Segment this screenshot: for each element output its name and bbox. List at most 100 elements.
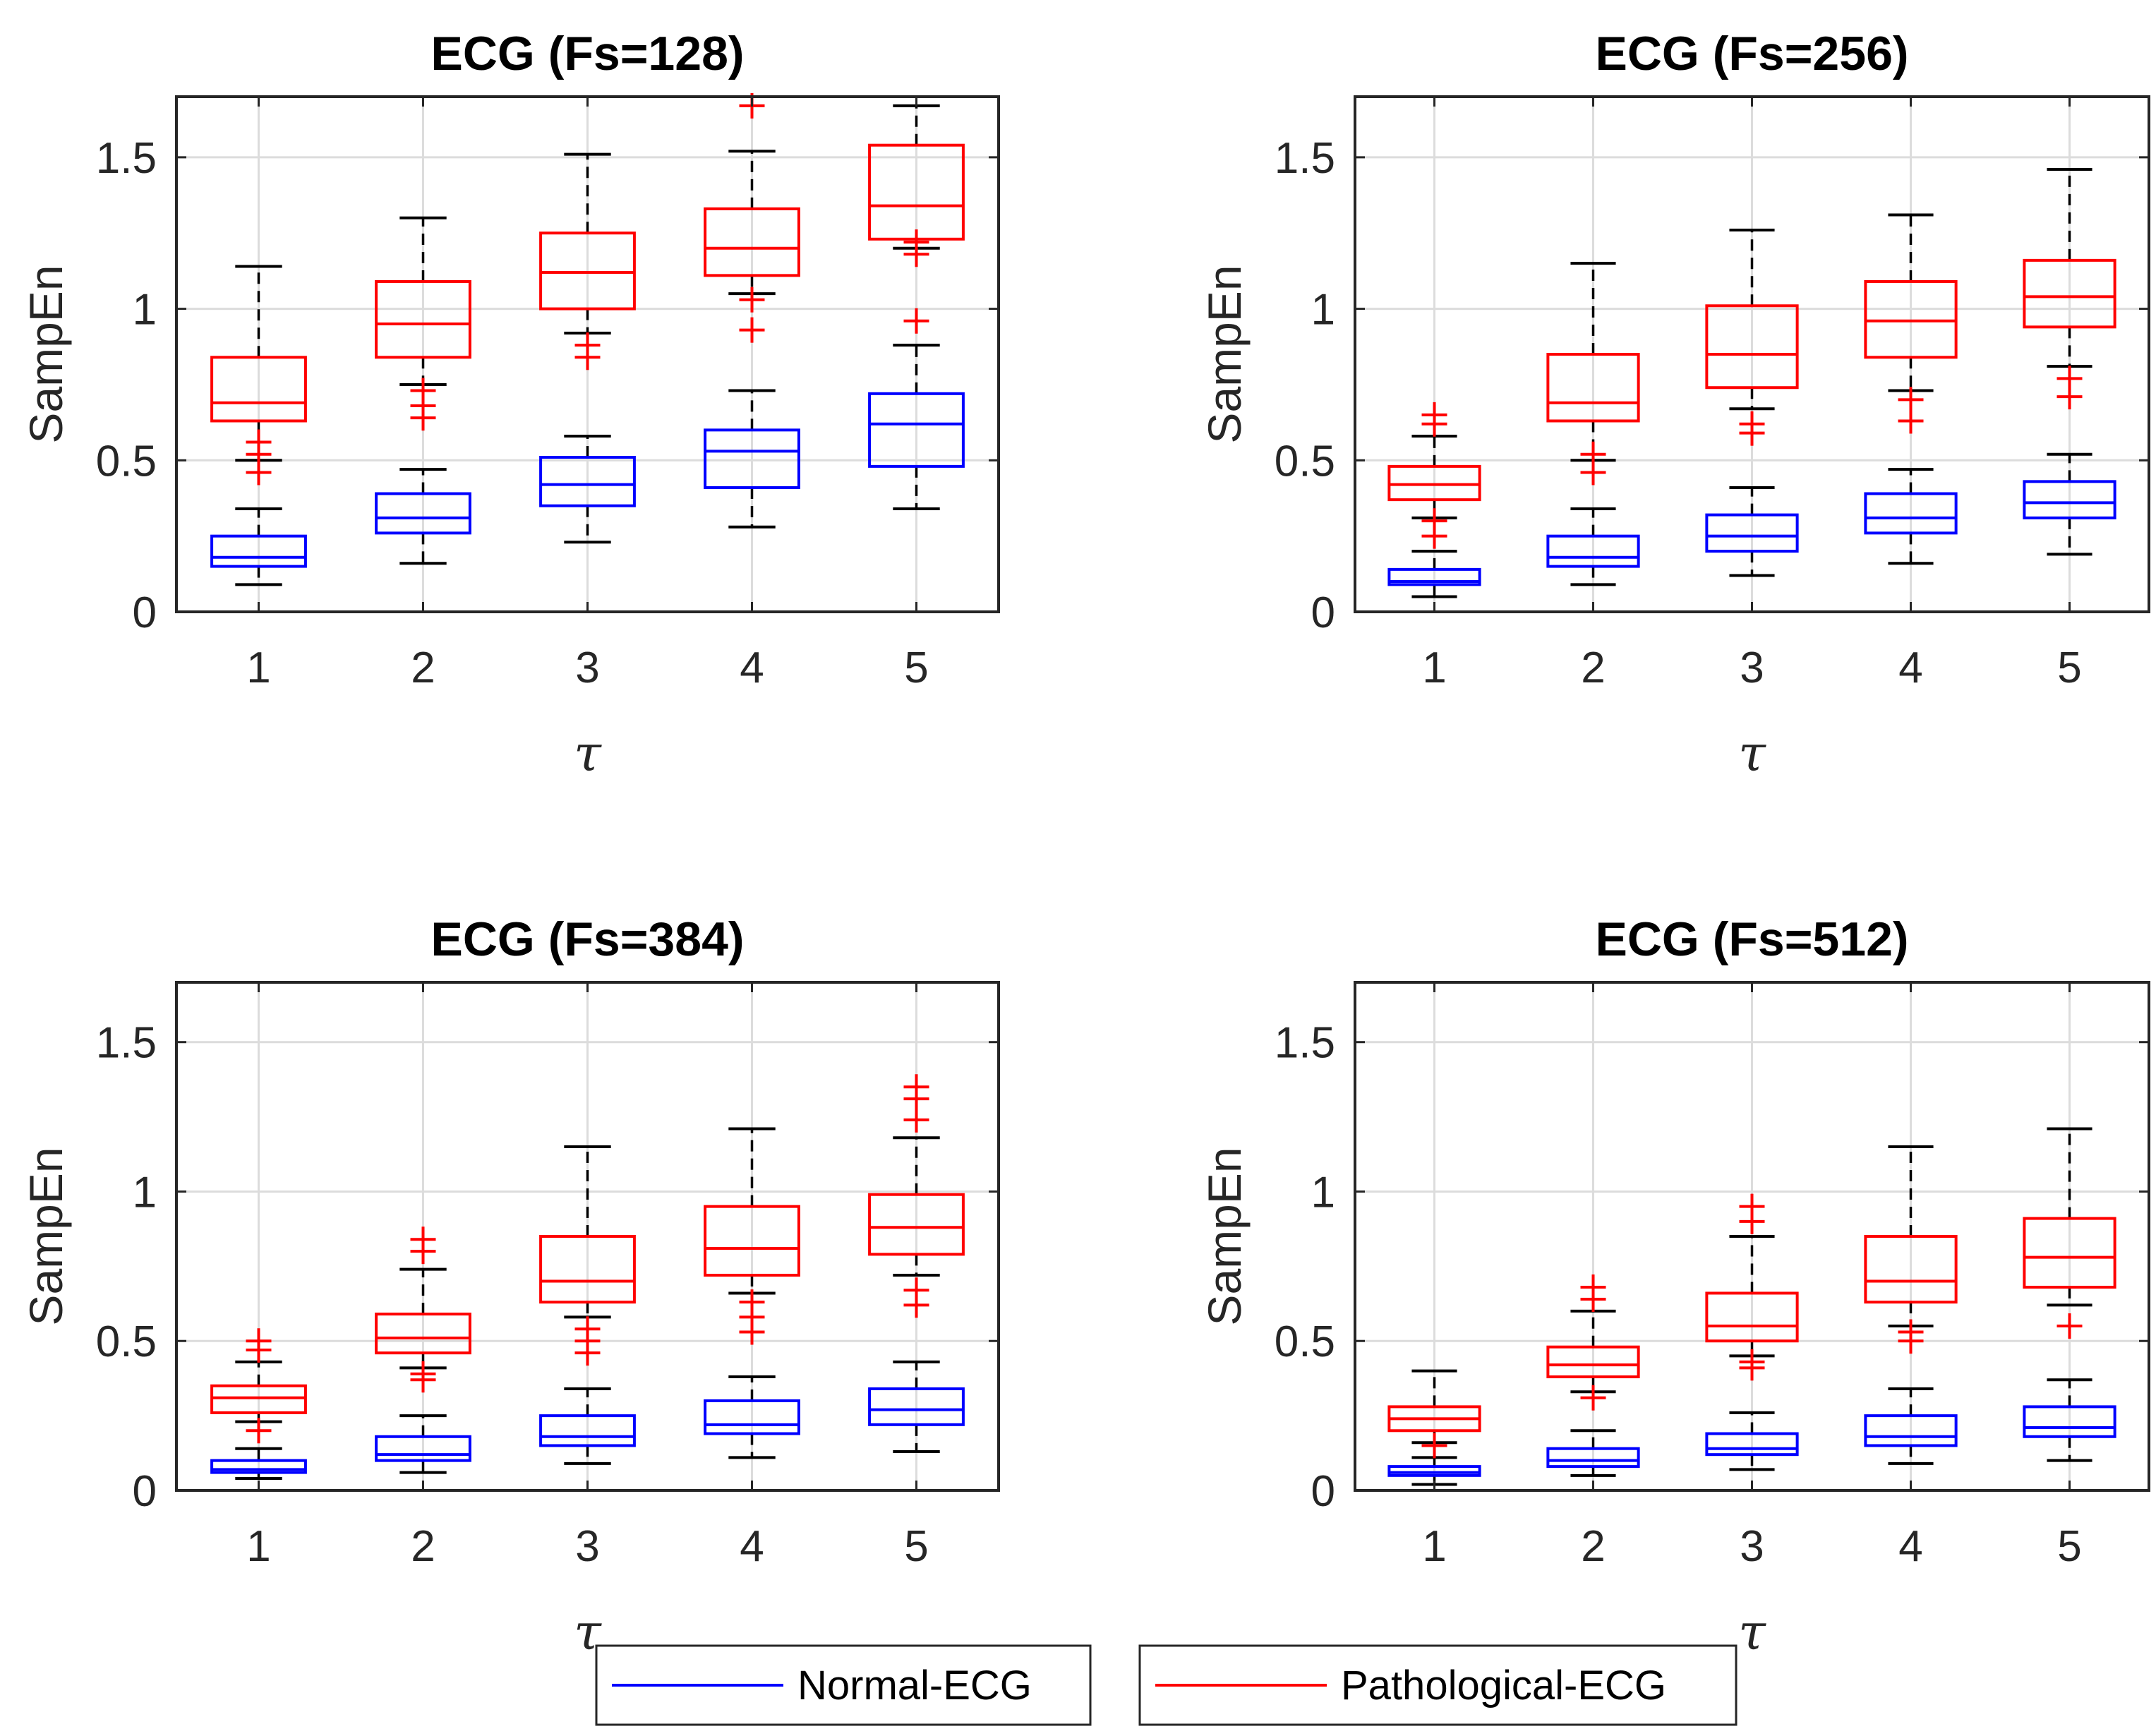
y-tick-label: 0.5 (1275, 1318, 1335, 1366)
outlier-marker (1739, 411, 1765, 437)
iqr-box (1864, 1414, 1958, 1447)
outlier-marker (903, 1277, 929, 1303)
outlier-marker (903, 229, 929, 255)
outlier-marker (1580, 441, 1606, 467)
outlier-marker (739, 1289, 765, 1315)
iqr-box (1546, 353, 1640, 423)
chart-title: ECG (Fs=384) (430, 912, 744, 966)
iqr-box (375, 492, 471, 535)
outlier-marker (410, 1361, 436, 1387)
x-tick-label: 5 (2057, 1522, 2081, 1571)
normal-box-4 (1864, 468, 1958, 565)
iqr-box (375, 1435, 471, 1462)
iqr-box (1705, 304, 1799, 390)
y-tick-label: 1 (1311, 286, 1335, 334)
iqr-box (1387, 567, 1481, 586)
iqr-box (539, 1235, 636, 1304)
y-tick-label: 0.5 (96, 1318, 157, 1366)
normal-box-5 (868, 1360, 965, 1453)
pathological-box-1 (210, 1328, 307, 1444)
iqr-box (1387, 464, 1481, 502)
iqr-box (2023, 480, 2116, 519)
x-tick-label: 3 (575, 1522, 599, 1571)
normal-box-3 (539, 434, 636, 544)
iqr-box (1705, 1291, 1799, 1343)
normal-box-4 (704, 1375, 800, 1459)
pathological-box-4 (1864, 1145, 1958, 1354)
iqr-box (539, 456, 636, 507)
outlier-marker (246, 1328, 272, 1354)
x-tick-label: 4 (740, 644, 764, 692)
normal-box-1 (210, 1447, 307, 1481)
y-tick-label: 1.5 (96, 134, 157, 183)
x-axis-label: τ (1738, 725, 1766, 783)
y-tick-label: 1 (133, 286, 157, 334)
pathological-box-3 (539, 152, 636, 370)
legend-normal: Normal-ECG (595, 1644, 1092, 1726)
iqr-box (210, 1459, 307, 1474)
normal-box-1 (210, 507, 307, 586)
pathological-box-3 (1705, 1193, 1799, 1381)
pathological-box-1 (1387, 1369, 1481, 1459)
normal-box-2 (1546, 1429, 1640, 1477)
x-tick-label: 5 (904, 644, 928, 692)
x-tick-label: 3 (575, 644, 599, 692)
outlier-marker (1898, 387, 1924, 413)
pathological-box-5 (868, 1074, 965, 1318)
outlier-marker (903, 1074, 929, 1100)
iqr-box (1546, 534, 1640, 568)
y-tick-label: 0 (1311, 589, 1335, 637)
iqr-box (2023, 1405, 2116, 1438)
y-axis-label: SampEn (1198, 265, 1251, 443)
y-tick-label: 1.5 (1275, 1019, 1335, 1068)
iqr-box (1864, 1235, 1958, 1304)
pathological-box-2 (375, 1226, 471, 1393)
y-tick-label: 0 (1311, 1467, 1335, 1516)
iqr-box (1705, 513, 1799, 553)
x-tick-label: 1 (246, 644, 270, 692)
x-tick-label: 4 (740, 1522, 764, 1571)
pathological-box-5 (2023, 1127, 2116, 1339)
normal-box-3 (1705, 486, 1799, 577)
x-tick-label: 1 (246, 1522, 270, 1571)
outlier-marker (1739, 1193, 1765, 1219)
chart-title: ECG (Fs=512) (1595, 912, 1908, 966)
iqr-box (704, 1399, 800, 1435)
y-tick-label: 1 (133, 1168, 157, 1217)
outlier-marker (2056, 366, 2083, 392)
outlier-marker (246, 1418, 272, 1444)
iqr-box (704, 428, 800, 489)
y-tick-label: 0 (133, 589, 157, 637)
panel-2: 0 0.5 1 1.5 1 2 3 4 5 ECG (Fs=256) τ SampEn (1198, 27, 2150, 783)
pathological-box-2 (1546, 1274, 1640, 1411)
chart-title: ECG (Fs=128) (430, 27, 744, 80)
iqr-box (868, 392, 965, 468)
y-tick-label: 1 (1311, 1168, 1335, 1217)
pathological-box-4 (704, 1127, 800, 1345)
y-axis-label: SampEn (1198, 1147, 1251, 1325)
normal-box-2 (1546, 507, 1640, 586)
outlier-marker (1739, 1349, 1765, 1375)
iqr-box (1546, 1345, 1640, 1379)
normal-box-2 (375, 1414, 471, 1474)
normal-box-1 (1387, 550, 1481, 598)
iqr-box (210, 1384, 307, 1414)
x-tick-label: 5 (2057, 644, 2081, 692)
iqr-box (868, 1193, 965, 1256)
chart-title: ECG (Fs=256) (1595, 27, 1908, 80)
x-tick-label: 4 (1898, 1522, 1922, 1571)
iqr-box (2023, 1217, 2116, 1289)
x-tick-label: 1 (1422, 1522, 1446, 1571)
outlier-marker (1580, 1274, 1606, 1300)
panel-1: 0 0.5 1 1.5 1 2 3 4 5 ECG (Fs=128) τ SampEn (20, 27, 1000, 783)
outlier-marker (410, 1226, 436, 1253)
pathological-box-2 (375, 216, 471, 431)
outlier-marker (1421, 402, 1447, 428)
iqr-box (704, 207, 800, 277)
x-tick-label: 2 (411, 1522, 435, 1571)
outlier-marker (1580, 1385, 1606, 1411)
x-tick-label: 1 (1422, 644, 1446, 692)
pathological-box-5 (868, 104, 965, 334)
iqr-box (1864, 492, 1958, 535)
